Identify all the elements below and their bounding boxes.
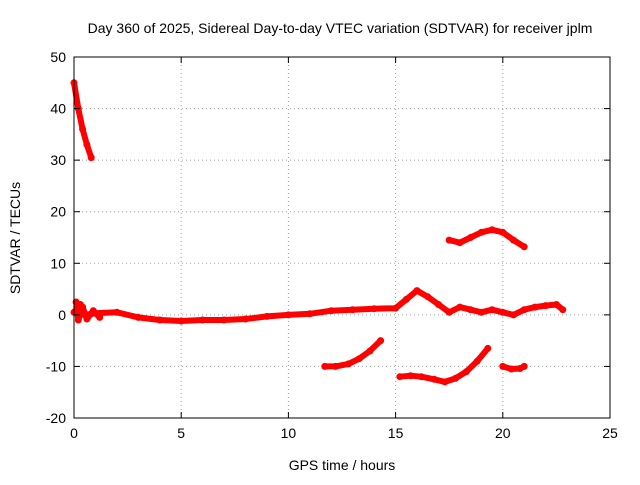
data-point bbox=[306, 310, 314, 318]
data-point bbox=[96, 313, 104, 321]
data-point bbox=[321, 362, 329, 370]
data-point bbox=[467, 234, 475, 241]
data-point bbox=[499, 362, 507, 370]
data-point bbox=[456, 303, 464, 311]
data-point bbox=[74, 316, 82, 324]
data-point bbox=[484, 344, 492, 352]
data-point bbox=[488, 226, 496, 234]
data-point bbox=[79, 303, 87, 311]
data-point bbox=[452, 374, 460, 382]
data-point bbox=[377, 337, 385, 345]
y-tick-label: 10 bbox=[50, 255, 66, 271]
series-high-arc bbox=[445, 226, 528, 251]
series-main-band bbox=[70, 287, 567, 325]
data-point bbox=[417, 373, 425, 381]
data-point bbox=[344, 360, 352, 368]
y-tick-label: -10 bbox=[46, 358, 66, 374]
data-point bbox=[413, 287, 421, 295]
data-point bbox=[552, 301, 560, 308]
data-point bbox=[520, 243, 528, 251]
data-point bbox=[355, 355, 363, 363]
data-point bbox=[284, 311, 292, 319]
data-point bbox=[407, 372, 415, 380]
x-tick-label: 15 bbox=[388, 425, 404, 441]
data-point bbox=[499, 228, 507, 236]
data-point bbox=[510, 311, 517, 319]
x-axis-label: GPS time / hours bbox=[289, 457, 396, 473]
x-tick-label: 20 bbox=[495, 425, 511, 441]
data-point bbox=[83, 315, 91, 323]
data-point bbox=[520, 306, 528, 314]
y-tick-label: 0 bbox=[58, 307, 66, 323]
data-point bbox=[510, 236, 517, 244]
data-point bbox=[441, 378, 449, 386]
data-point bbox=[89, 307, 97, 315]
data-point bbox=[477, 308, 485, 316]
data-point bbox=[559, 306, 567, 314]
data-point bbox=[220, 316, 228, 324]
data-point bbox=[349, 306, 357, 314]
data-point bbox=[370, 305, 378, 313]
data-point bbox=[199, 316, 207, 324]
data-point bbox=[462, 368, 470, 376]
data-point bbox=[507, 365, 515, 373]
data-series bbox=[70, 79, 567, 386]
data-point bbox=[83, 141, 91, 149]
data-point bbox=[456, 239, 464, 247]
data-point bbox=[424, 293, 432, 301]
plot-frame bbox=[73, 56, 611, 419]
data-point bbox=[499, 308, 507, 316]
x-tick-label: 5 bbox=[177, 425, 185, 441]
y-tick-label: -20 bbox=[46, 410, 66, 426]
y-tick-label: 40 bbox=[50, 101, 66, 117]
axis-ticks: 0 5 10 15 20 25 -20 -10 0 10 20 30 40 50 bbox=[46, 49, 618, 441]
x-tick-label: 25 bbox=[602, 425, 618, 441]
data-point bbox=[332, 362, 340, 370]
x-tick-label: 10 bbox=[281, 425, 297, 441]
series-low-arc-3 bbox=[499, 362, 528, 373]
data-point bbox=[477, 228, 485, 236]
data-point bbox=[392, 304, 400, 312]
data-point bbox=[79, 125, 87, 133]
data-point bbox=[445, 236, 453, 244]
chart-title: Day 360 of 2025, Sidereal Day-to-day VTE… bbox=[88, 20, 593, 36]
y-axis-label: SDTVAR / TECUs bbox=[7, 182, 23, 294]
data-point bbox=[473, 357, 481, 365]
data-point bbox=[467, 306, 475, 314]
data-point bbox=[430, 375, 438, 383]
data-point bbox=[113, 308, 121, 316]
data-point bbox=[366, 347, 374, 355]
series-band bbox=[71, 287, 566, 324]
data-point bbox=[242, 315, 249, 323]
x-tick-label: 0 bbox=[70, 425, 78, 441]
data-point bbox=[542, 302, 550, 310]
series-early-cluster bbox=[72, 298, 104, 324]
data-point bbox=[156, 316, 164, 324]
data-point bbox=[263, 312, 271, 320]
data-point bbox=[488, 306, 496, 314]
y-tick-label: 30 bbox=[50, 152, 66, 168]
series-low-arc-2 bbox=[396, 344, 492, 386]
series-low-arc-1 bbox=[321, 337, 385, 370]
data-point bbox=[396, 373, 404, 381]
data-point bbox=[402, 295, 410, 303]
series-early-decline bbox=[70, 79, 95, 162]
data-point bbox=[134, 313, 142, 321]
data-point bbox=[445, 308, 453, 316]
y-tick-label: 20 bbox=[50, 204, 66, 220]
data-point bbox=[435, 301, 442, 308]
y-tick-label: 50 bbox=[50, 49, 66, 65]
data-point bbox=[531, 303, 539, 311]
data-point bbox=[87, 154, 95, 162]
data-point bbox=[327, 307, 335, 315]
data-point bbox=[520, 362, 528, 370]
data-point bbox=[177, 317, 185, 325]
